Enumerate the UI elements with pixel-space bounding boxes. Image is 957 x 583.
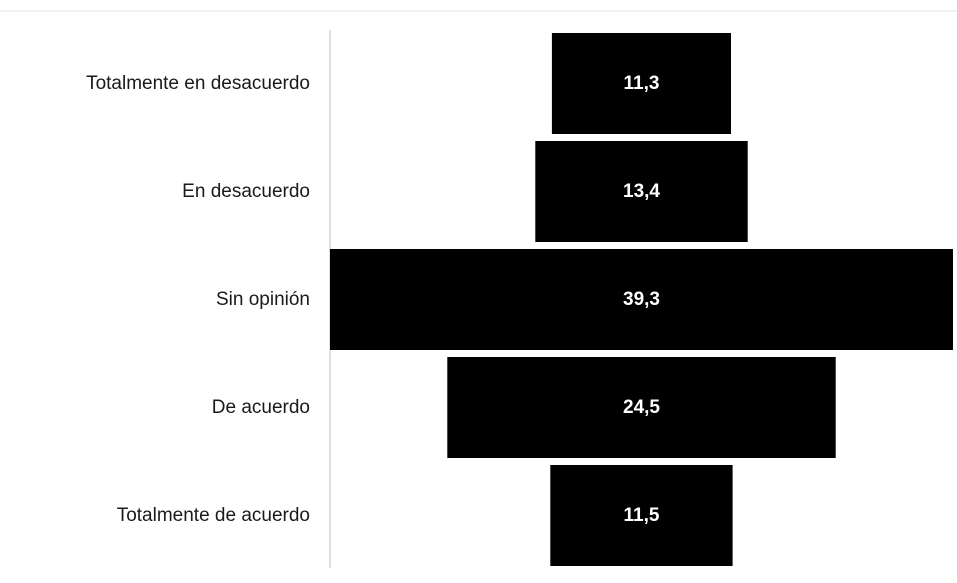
bar-value-label: 24,5 bbox=[623, 397, 660, 418]
category-label: Totalmente en desacuerdo bbox=[86, 73, 310, 94]
bar-value-label: 13,4 bbox=[623, 181, 660, 202]
funnel-bar bbox=[550, 465, 733, 566]
funnel-bar bbox=[535, 141, 748, 242]
category-label: Totalmente de acuerdo bbox=[117, 505, 310, 526]
labels-layer: 11,3 Totalmente en desacuerdo 13,4 En desac… bbox=[86, 73, 660, 526]
funnel-bar bbox=[447, 357, 836, 458]
bar-value-label: 11,3 bbox=[624, 73, 660, 94]
bars-layer bbox=[330, 33, 953, 566]
category-label: Sin opinión bbox=[216, 289, 310, 310]
category-label: De acuerdo bbox=[212, 397, 310, 418]
category-label: En desacuerdo bbox=[182, 181, 310, 202]
funnel-bar bbox=[551, 33, 731, 134]
bar-value-label: 39,3 bbox=[623, 289, 660, 310]
funnel-bar bbox=[330, 249, 953, 350]
bar-value-label: 11,5 bbox=[624, 505, 660, 526]
